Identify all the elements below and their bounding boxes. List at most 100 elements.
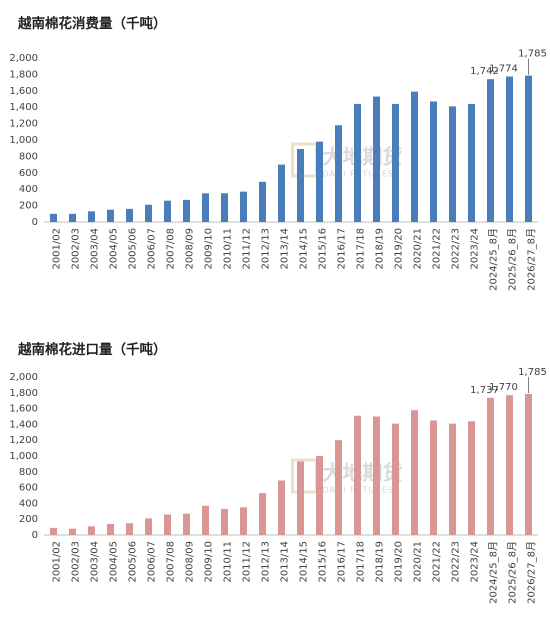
bar [297, 149, 304, 222]
bar [145, 518, 152, 535]
x-tick-label: 2005/06 [128, 541, 139, 583]
bar [164, 200, 171, 222]
bar [240, 191, 247, 222]
bar [468, 421, 475, 535]
x-tick-label: 2015/16 [318, 541, 329, 583]
x-tick-label: 2016/17 [337, 541, 348, 583]
x-tick-label: 2012/13 [261, 228, 272, 270]
bar [373, 96, 380, 222]
x-tick-label: 2001/02 [52, 228, 63, 270]
value-label: 1,774 [489, 64, 518, 75]
bar [183, 513, 190, 535]
x-tick-label: 2004/05 [109, 541, 120, 583]
bar [69, 528, 76, 535]
x-tick-label: 2008/09 [185, 228, 196, 270]
x-tick-label: 2003/04 [90, 541, 101, 583]
y-tick-label: 1,600 [9, 404, 38, 415]
x-tick-label: 2003/04 [90, 228, 101, 270]
bar [278, 480, 285, 535]
watermark: 大地期货 [323, 461, 403, 485]
bar [202, 505, 209, 535]
x-tick-label: 2012/13 [261, 541, 272, 583]
x-tick-label: 2026/27_8月 [526, 541, 538, 604]
bar [202, 193, 209, 222]
bar [392, 103, 399, 222]
bar [107, 523, 114, 535]
bar [487, 397, 494, 535]
watermark-logo [291, 458, 319, 494]
y-tick-label: 400 [19, 498, 38, 509]
y-tick-label: 600 [19, 483, 38, 494]
y-tick-label: 200 [19, 514, 38, 525]
x-tick-label: 2019/20 [394, 541, 405, 583]
bar [164, 514, 171, 535]
watermark: 大地期货 [323, 145, 403, 169]
bar [449, 423, 456, 535]
bar [278, 164, 285, 222]
y-tick-label: 2,000 [9, 372, 38, 383]
bar [335, 440, 342, 535]
x-tick-label: 2004/05 [109, 228, 120, 270]
x-tick-label: 2026/27_8月 [526, 228, 538, 291]
y-tick-label: 0 [32, 530, 38, 541]
x-tick-label: 2014/15 [299, 228, 310, 270]
value-label: 1,785 [518, 367, 547, 378]
x-tick-label: 2018/19 [375, 541, 386, 583]
bar [506, 76, 513, 222]
x-tick-label: 2022/23 [451, 541, 462, 583]
value-label: 1,737 [470, 385, 499, 396]
y-tick-label: 1,400 [9, 419, 38, 430]
x-tick-label: 2023/24 [470, 228, 481, 270]
y-tick-label: 1,600 [9, 86, 38, 97]
y-tick-label: 1,400 [9, 102, 38, 113]
bar [221, 193, 228, 222]
bar [69, 213, 76, 222]
x-tick-label: 2024/25_8月 [488, 541, 500, 604]
x-tick-label: 2002/03 [71, 541, 82, 583]
x-tick-label: 2020/21 [413, 541, 424, 583]
value-label: 1,770 [489, 382, 518, 393]
bar [468, 103, 475, 222]
bar [392, 423, 399, 535]
bar [88, 211, 95, 222]
x-tick-label: 2006/07 [147, 228, 158, 270]
x-tick-label: 2015/16 [318, 228, 329, 270]
bar [145, 204, 152, 222]
y-tick-label: 1,800 [9, 388, 38, 399]
value-label: 1,742 [470, 66, 499, 77]
bar [411, 410, 418, 535]
x-tick-label: 2023/24 [470, 541, 481, 583]
y-tick-label: 200 [19, 201, 38, 212]
x-tick-label: 2010/11 [223, 228, 234, 270]
chart-title: 越南棉花消费量（千吨） [17, 15, 167, 32]
bar [50, 527, 57, 535]
x-tick-label: 2007/08 [166, 541, 177, 583]
y-tick-label: 1,800 [9, 69, 38, 80]
x-tick-label: 2005/06 [128, 228, 139, 270]
bar [88, 526, 95, 535]
chart-title: 越南棉花进口量（千吨） [17, 341, 167, 358]
bar [354, 415, 361, 535]
y-tick-label: 1,200 [9, 435, 38, 446]
bar [221, 508, 228, 535]
x-tick-label: 2017/18 [356, 228, 367, 270]
bar [430, 420, 437, 535]
bar [411, 91, 418, 223]
value-label: 1,785 [518, 49, 547, 60]
x-tick-label: 2010/11 [223, 541, 234, 583]
bar [316, 456, 323, 535]
x-tick-label: 2025/26_8月 [507, 541, 519, 604]
x-tick-label: 2013/14 [280, 541, 291, 583]
bar [183, 199, 190, 222]
bar [50, 213, 57, 222]
x-tick-label: 2021/22 [432, 228, 443, 270]
bar [525, 75, 532, 222]
bar [487, 79, 494, 222]
y-tick-label: 800 [19, 467, 38, 478]
bar [240, 507, 247, 535]
x-tick-label: 2009/10 [204, 541, 215, 583]
x-tick-label: 2019/20 [394, 228, 405, 270]
bar [126, 208, 133, 222]
y-tick-label: 600 [19, 168, 38, 179]
y-tick-label: 1,000 [9, 451, 38, 462]
